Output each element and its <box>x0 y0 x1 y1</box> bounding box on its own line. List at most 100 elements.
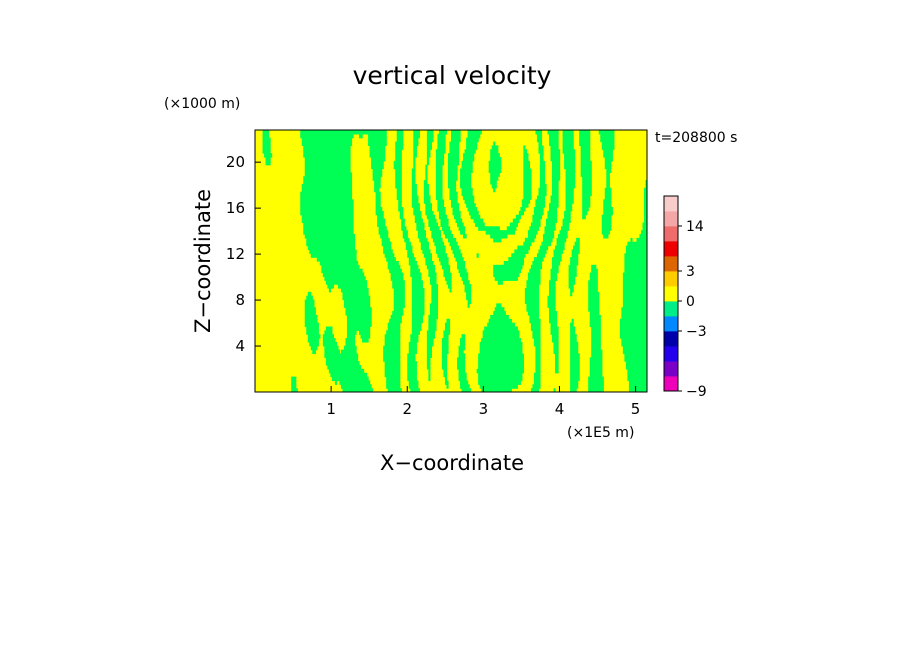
negative-velocity-cell <box>429 253 432 285</box>
negative-velocity-cell <box>270 153 273 158</box>
negative-velocity-cell <box>549 280 552 324</box>
negative-velocity-cell <box>476 210 479 227</box>
negative-velocity-cell <box>304 299 307 328</box>
negative-velocity-cell <box>603 199 606 239</box>
negative-velocity-cell <box>521 353 524 374</box>
negative-velocity-cell <box>426 241 429 270</box>
negative-velocity-cell <box>396 130 399 200</box>
colorbar-segment <box>664 286 678 302</box>
negative-velocity-cell <box>447 226 451 243</box>
negative-velocity-cell <box>417 388 420 392</box>
negative-velocity-cell <box>401 272 404 316</box>
negative-velocity-cell <box>488 160 491 173</box>
negative-velocity-cell <box>417 203 420 239</box>
negative-velocity-cell <box>458 249 461 274</box>
negative-velocity-cell <box>360 268 363 339</box>
negative-velocity-cell <box>484 226 487 231</box>
negative-velocity-cell <box>428 195 431 227</box>
negative-velocity-cell <box>444 214 448 239</box>
negative-velocity-cell <box>633 241 636 392</box>
negative-velocity-cell <box>446 218 449 239</box>
negative-velocity-cell <box>362 368 365 392</box>
negative-velocity-cell <box>502 230 505 239</box>
negative-velocity-cell <box>550 268 553 335</box>
negative-velocity-cell <box>532 384 535 392</box>
negative-velocity-cell <box>588 280 591 312</box>
x-tick-label: 4 <box>555 400 565 418</box>
negative-velocity-cell <box>262 130 265 154</box>
negative-velocity-cell <box>340 349 344 389</box>
negative-velocity-cell <box>446 380 449 389</box>
negative-velocity-cell <box>542 160 546 208</box>
negative-velocity-cell <box>460 253 463 278</box>
negative-velocity-cell <box>586 130 589 212</box>
negative-velocity-cell <box>496 145 499 181</box>
negative-velocity-cell <box>484 326 487 392</box>
negative-velocity-cell <box>389 318 392 392</box>
negative-velocity-cell <box>550 195 553 243</box>
negative-velocity-cell <box>461 257 464 281</box>
negative-velocity-cell <box>444 130 448 135</box>
negative-velocity-cell <box>434 272 437 331</box>
negative-velocity-cell <box>413 130 416 216</box>
negative-velocity-cell <box>356 353 359 392</box>
negative-velocity-cell <box>505 230 508 239</box>
negative-velocity-cell <box>585 130 588 216</box>
negative-velocity-cell <box>594 264 597 392</box>
negative-velocity-cell <box>359 130 362 139</box>
negative-velocity-cell <box>622 272 625 355</box>
negative-velocity-cell <box>457 357 460 370</box>
negative-velocity-cell <box>476 253 479 258</box>
colorbar-segment <box>664 241 678 257</box>
negative-velocity-cell <box>530 222 534 243</box>
negative-velocity-cell <box>606 130 609 239</box>
negative-velocity-cell <box>571 318 574 392</box>
negative-velocity-cell <box>378 130 381 189</box>
negative-velocity-cell <box>428 249 431 278</box>
negative-velocity-cell <box>429 203 432 231</box>
negative-velocity-cell <box>399 388 402 392</box>
negative-velocity-cell <box>416 130 419 147</box>
negative-velocity-cell <box>429 303 432 358</box>
negative-velocity-cell <box>368 295 371 339</box>
negative-velocity-cell <box>571 130 574 204</box>
negative-velocity-cell <box>336 130 339 285</box>
negative-velocity-cell <box>455 130 458 181</box>
negative-velocity-cell <box>552 130 555 239</box>
negative-velocity-cell <box>331 130 334 289</box>
negative-velocity-cell <box>496 303 499 392</box>
negative-velocity-cell <box>512 322 515 389</box>
y-tick-label: 4 <box>235 337 245 355</box>
negative-velocity-cell <box>362 272 365 343</box>
colorbar-segment <box>664 211 678 227</box>
negative-velocity-cell <box>478 130 481 139</box>
negative-velocity-cell <box>517 330 520 385</box>
negative-velocity-cell <box>621 307 624 347</box>
negative-velocity-cell <box>337 349 341 382</box>
negative-velocity-cell <box>414 130 417 158</box>
colorbar-tick-label: 0 <box>686 294 695 310</box>
negative-velocity-cell <box>544 183 547 197</box>
negative-velocity-cell <box>419 210 422 243</box>
negative-velocity-cell <box>491 314 494 392</box>
negative-velocity-cell <box>514 326 517 389</box>
negative-velocity-cell <box>466 137 469 208</box>
negative-velocity-cell <box>318 130 321 262</box>
negative-velocity-cell <box>527 272 530 316</box>
negative-velocity-cell <box>330 326 333 378</box>
negative-velocity-cell <box>458 345 461 382</box>
negative-velocity-cell <box>542 234 546 258</box>
colorbar-segment <box>664 271 678 287</box>
negative-velocity-cell <box>612 130 615 150</box>
negative-velocity-cell <box>401 130 404 150</box>
negative-velocity-cell <box>481 218 484 231</box>
negative-velocity-cell <box>533 372 537 392</box>
negative-velocity-cell <box>413 257 416 392</box>
negative-velocity-cell <box>461 334 464 392</box>
negative-velocity-cell <box>390 249 393 281</box>
colorbar-tick-label: −3 <box>686 324 707 340</box>
negative-velocity-cell <box>432 264 436 339</box>
negative-velocity-cell <box>301 183 304 224</box>
negative-velocity-cell <box>452 237 455 254</box>
negative-velocity-cell <box>604 187 607 239</box>
